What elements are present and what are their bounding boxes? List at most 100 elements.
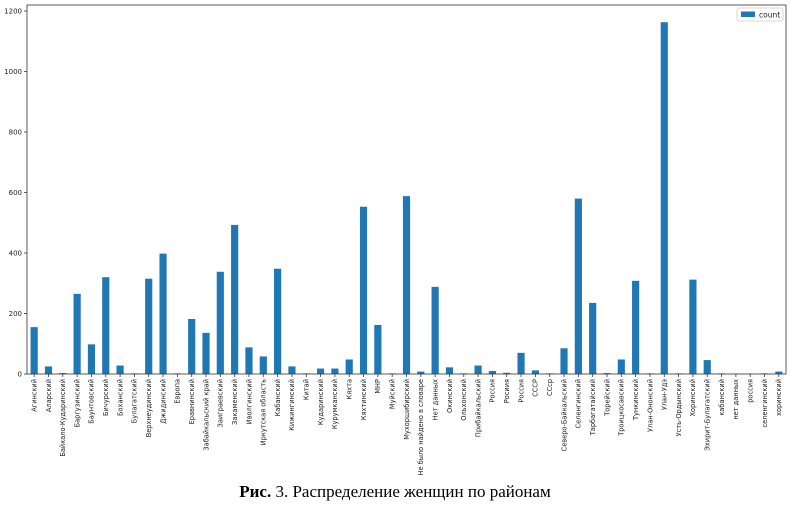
bar: [73, 293, 81, 374]
y-tick-label: 1200: [4, 8, 22, 16]
x-tick-label: Не было найдено в словаре: [417, 379, 425, 475]
x-tick-label: Прибайкальский: [474, 379, 482, 437]
bar: [445, 367, 454, 374]
x-tick-label: Китай: [303, 379, 311, 400]
bar: [116, 365, 124, 374]
bar: [216, 271, 224, 374]
bar: [517, 352, 525, 374]
y-tick-label: 400: [9, 250, 22, 258]
bar: [474, 365, 482, 374]
bar: [87, 344, 96, 374]
x-tick-label: Эхирит-Булагатский: [704, 379, 712, 451]
x-tick-label: Иволгинский: [245, 379, 253, 424]
y-tick-label: 800: [9, 129, 22, 137]
figure-caption: Рис. 3. Распределение женщин по районам: [0, 482, 790, 502]
bar: [603, 373, 611, 374]
x-tick-label: Ольхонский: [460, 379, 468, 421]
bar: [30, 327, 38, 374]
x-tick-label: Байкало-Кударинский: [59, 379, 67, 457]
bar: [617, 359, 625, 374]
bar: [417, 371, 425, 374]
bar: [274, 268, 282, 374]
x-tick-label: кабанский: [718, 379, 726, 416]
bar: [345, 359, 353, 374]
x-tick-label: Закаменский: [231, 379, 239, 425]
x-tick-label: Нет данных: [431, 379, 439, 420]
x-tick-label: Бичурский: [102, 379, 110, 416]
x-tick-label: Россия: [489, 379, 497, 403]
x-tick-label: Боханский: [116, 379, 124, 416]
x-tick-label: россия: [746, 379, 754, 403]
y-tick-label: 200: [9, 310, 22, 318]
legend-label-count: count: [759, 11, 780, 20]
x-tick-label: Мухоршибирский: [403, 379, 411, 440]
bar: [703, 360, 711, 374]
bar: [316, 368, 325, 374]
x-tick-label: Россия: [517, 379, 525, 403]
legend-swatch: [741, 11, 755, 17]
x-tick-label: Курумканский: [331, 379, 339, 429]
x-tick-label: Кабанский: [274, 379, 282, 416]
bar: [331, 368, 339, 374]
bar: [632, 280, 640, 374]
caption-text: 3. Распределение женщин по районам: [271, 482, 551, 501]
y-tick-label: 600: [9, 189, 22, 197]
x-tick-label: Улан-Удэ: [661, 379, 669, 411]
x-tick-label: Селенгинский: [575, 379, 583, 428]
x-tick-label: Джидинский: [159, 379, 167, 424]
bar: [188, 318, 196, 374]
legend-frame: [736, 7, 784, 22]
x-tick-label: Улан-Ононский: [646, 379, 654, 432]
x-tick-label: селенгинский: [761, 379, 769, 428]
legend: count: [736, 7, 784, 22]
x-tick-label: Баргузинский: [73, 379, 81, 427]
x-tick-label: Троицкосавский: [618, 379, 626, 437]
bar: [689, 279, 697, 374]
bar: [374, 325, 382, 374]
bar: [560, 348, 568, 374]
bar: [259, 356, 267, 374]
x-tick-label: Аларский: [45, 379, 53, 412]
bar: [589, 302, 597, 374]
bar: [245, 347, 253, 374]
x-tick-label: Иркутская область: [260, 379, 268, 445]
x-tick-label: Торейский: [603, 379, 611, 417]
x-tick-label: Хоринский: [689, 379, 697, 417]
x-tick-label: Европа: [174, 379, 182, 404]
bar: [231, 224, 239, 374]
bar: [59, 373, 67, 374]
x-axis: Агинский Аларский Байкало-Кударинский Баргу…: [30, 374, 783, 475]
x-tick-label: Забайкальский край: [202, 379, 210, 451]
bars: [30, 22, 783, 374]
x-tick-label: Росиия: [503, 379, 511, 403]
x-tick-label: Кударинский: [317, 379, 325, 425]
x-tick-label: хоринский: [775, 379, 783, 416]
x-tick-label: Верхнеудинский: [145, 379, 153, 437]
bar-chart: 0 200 400 600 800 1000 1200 Агинский Аларский Ба…: [4, 4, 787, 475]
x-tick-label: СССР: [532, 379, 540, 397]
y-tick-label: 1000: [4, 68, 22, 76]
bar: [359, 206, 368, 374]
bar: [102, 277, 110, 374]
bar: [202, 332, 210, 374]
x-tick-label: Тарбагатайский: [589, 379, 597, 436]
x-tick-label: Булагатский: [131, 379, 139, 423]
x-tick-label: Кяхтинский: [360, 379, 368, 420]
bar: [145, 278, 153, 374]
y-tick-label: 0: [18, 371, 22, 379]
caption-prefix: Рис.: [239, 482, 272, 501]
x-tick-label: Кижингинский: [288, 379, 296, 431]
x-tick-label: Усть-Ордынский: [675, 379, 683, 436]
x-tick-label: нет данных: [732, 379, 740, 420]
x-tick-label: Окинский: [446, 379, 454, 413]
bar: [660, 22, 668, 374]
y-axis: 0 200 400 600 800 1000 1200: [4, 8, 27, 379]
x-tick-label: Еравнинский: [188, 379, 196, 424]
x-tick-label: МНР: [374, 379, 382, 394]
bar: [574, 198, 582, 374]
bar: [531, 370, 539, 374]
x-tick-label: Заиграевский: [217, 379, 225, 427]
bar: [288, 366, 296, 374]
bar: [402, 196, 411, 374]
bar: [488, 370, 497, 374]
